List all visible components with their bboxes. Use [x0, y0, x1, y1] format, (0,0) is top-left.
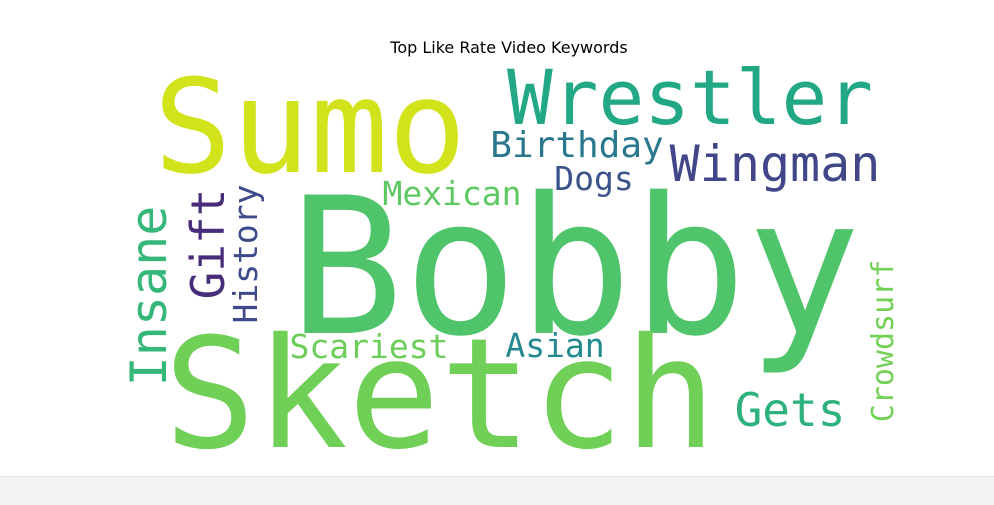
word-gets: Gets — [735, 383, 846, 437]
word-insane: Insane — [120, 206, 178, 387]
word-sumo: Sumo — [153, 51, 466, 203]
word-dogs: Dogs — [554, 159, 633, 198]
word-history: History — [226, 184, 265, 323]
word-mexican: Mexican — [382, 174, 521, 213]
chart-title: Top Like Rate Video Keywords — [390, 38, 628, 57]
word-wrestler: Wrestler — [507, 53, 873, 142]
word-sketch: Sketch — [164, 306, 717, 484]
bottom-scroll-strip — [0, 476, 994, 505]
word-scariest: Scariest — [290, 327, 449, 366]
word-birthday: Birthday — [490, 125, 663, 166]
word-asian: Asian — [505, 326, 604, 365]
word-crowdsurf: Crowdsurf — [866, 260, 901, 423]
word-bobby: Bobby — [289, 157, 861, 378]
word-gift: Gift — [181, 189, 235, 300]
word-wingman: Wingman — [670, 135, 881, 193]
